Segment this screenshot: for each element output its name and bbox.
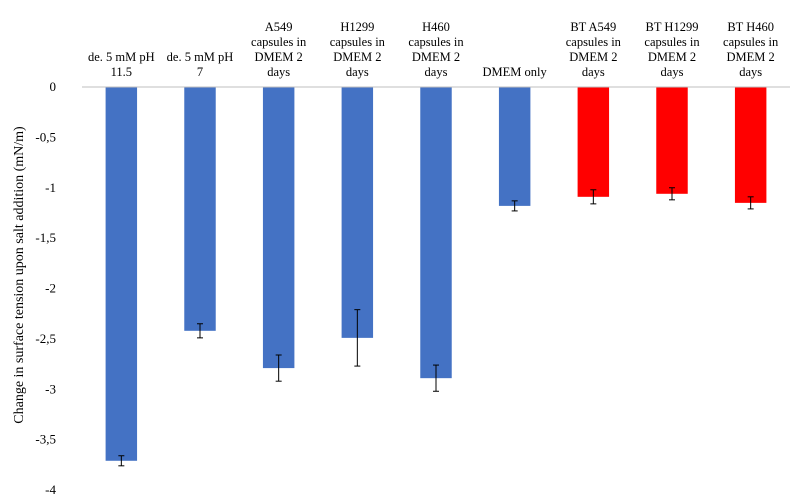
y-tick-label: -4 xyxy=(45,482,56,494)
category-label-line: 11.5 xyxy=(110,65,133,79)
category-label: H1299 capsules in DMEM 2 days xyxy=(312,20,402,80)
category-label: BT A549 capsules in DMEM 2 days xyxy=(548,20,638,80)
category-label-line: capsules in xyxy=(329,35,385,49)
y-axis: 0 -0,5 -1 -1,5 -2 -2,5 -3 -3,5 -4 xyxy=(35,79,56,494)
category-label-line: days xyxy=(581,65,605,79)
category-label-line: 7 xyxy=(196,65,204,79)
category-label-line: DMEM 2 xyxy=(254,50,303,64)
category-label-line: A549 xyxy=(264,20,293,34)
y-tick-label: -2,5 xyxy=(35,331,56,346)
y-tick-label: -1 xyxy=(45,180,56,195)
category-label-line: days xyxy=(660,65,684,79)
category-label-line: days xyxy=(424,65,448,79)
category-label-line: capsules in xyxy=(565,35,621,49)
category-label-line: days xyxy=(345,65,369,79)
y-tick-label: 0 xyxy=(50,79,57,94)
category-label: de. 5 mM pH 11.5 xyxy=(76,50,166,80)
category-label: de. 5 mM pH 7 xyxy=(155,50,245,80)
bar xyxy=(184,87,216,331)
y-tick-label: -3 xyxy=(45,381,56,396)
category-label-line: capsules in xyxy=(644,35,700,49)
category-label-line: capsules in xyxy=(251,35,307,49)
y-tick-label: -0,5 xyxy=(35,129,56,144)
bar xyxy=(734,87,767,203)
category-label: BT H460 capsules in DMEM 2 days xyxy=(706,20,796,80)
category-label-line: H460 xyxy=(422,20,450,34)
bar xyxy=(498,87,531,206)
category-label-line: DMEM 2 xyxy=(726,50,775,64)
bars xyxy=(105,87,767,461)
category-label: BT H1299 capsules in DMEM 2 days xyxy=(627,20,717,80)
category-label-line: DMEM 2 xyxy=(411,50,461,64)
error-bars xyxy=(118,187,754,467)
category-label-line: days xyxy=(739,65,763,79)
category-label-line: DMEM 2 xyxy=(647,50,697,64)
category-label: A549 capsules in DMEM 2 days xyxy=(234,20,324,80)
bar xyxy=(262,87,295,369)
category-label-line: de. 5 mM pH xyxy=(87,50,155,64)
y-tick-label: -3,5 xyxy=(35,432,56,447)
bar xyxy=(577,87,610,197)
y-tick-label: -2 xyxy=(45,281,56,296)
category-label-line: DMEM only xyxy=(482,65,547,79)
category-label-line: capsules in xyxy=(723,35,779,49)
category-label-line: BT H1299 xyxy=(645,20,699,34)
category-label-line: de. 5 mM pH xyxy=(166,50,234,64)
bar xyxy=(656,87,688,194)
y-tick-label: -1,5 xyxy=(35,230,56,245)
category-label-line: DMEM 2 xyxy=(569,50,618,64)
category-label-line: BT A549 xyxy=(570,20,617,34)
category-label-line: DMEM 2 xyxy=(333,50,382,64)
category-label-line: days xyxy=(267,65,291,79)
category-label: DMEM only xyxy=(470,65,560,80)
category-label-line: capsules in xyxy=(408,35,464,49)
bar xyxy=(105,87,138,461)
bar xyxy=(341,87,374,338)
category-label-line: H1299 xyxy=(340,20,375,34)
category-label-line: BT H460 xyxy=(727,20,774,34)
bar xyxy=(420,87,452,379)
category-label: H460 capsules in DMEM 2 days xyxy=(391,20,481,80)
y-axis-label: Change in surface tension upon salt addi… xyxy=(12,126,27,424)
